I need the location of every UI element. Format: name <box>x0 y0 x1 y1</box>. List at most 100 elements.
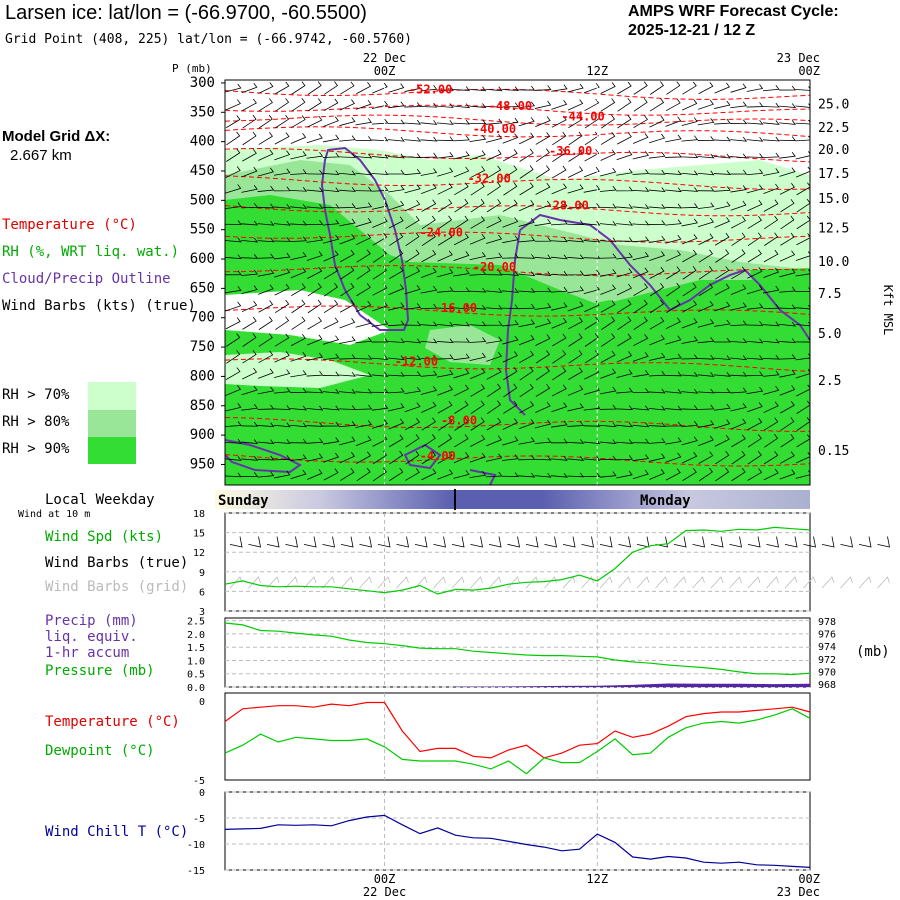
wind-barb <box>454 400 469 414</box>
grid-wind-barb <box>673 576 687 589</box>
wind-barb <box>339 388 356 394</box>
grid-wind-barb <box>840 576 853 589</box>
wind-barb <box>599 404 617 410</box>
wind-barb <box>485 471 503 478</box>
wind-barb <box>453 337 471 343</box>
surface-wind-barb <box>729 536 743 548</box>
wind-barb <box>420 285 438 294</box>
grid-wind-barb <box>618 576 631 589</box>
wind-barb <box>371 301 388 312</box>
wind-barb <box>648 388 666 394</box>
height-tick-label: 17.5 <box>818 167 849 182</box>
wind-barb <box>307 266 323 279</box>
wind-barb <box>421 434 436 448</box>
wind-barb <box>665 317 681 330</box>
cross-section-fields <box>225 81 810 485</box>
wind-barb <box>453 321 471 327</box>
wind-barb <box>322 187 340 193</box>
wind-barb <box>534 271 552 277</box>
surface-wind-barb <box>266 536 280 548</box>
wind-barb <box>519 383 534 398</box>
wind-barb <box>534 318 552 328</box>
precip-tick-label: 2.0 <box>187 630 205 641</box>
wind-barb <box>387 136 405 142</box>
wind-barb <box>339 405 356 410</box>
wind-barb <box>242 350 257 364</box>
wind-barb <box>323 266 339 280</box>
wind-barb <box>258 114 273 129</box>
surface-wind-barb <box>581 536 595 548</box>
wind-barb <box>453 287 470 293</box>
wind-barb <box>257 386 275 395</box>
isotherm-line <box>225 205 810 217</box>
pressure-axis-label: P (mb) <box>172 62 212 75</box>
wind-panel <box>224 512 811 612</box>
isotherm-line <box>225 305 810 317</box>
wind-barb <box>796 452 810 464</box>
wind-barb <box>746 303 764 310</box>
wind-barb <box>306 169 324 175</box>
surface-wind-barb <box>840 536 854 548</box>
wind-barb <box>713 170 731 175</box>
wind-barb <box>405 468 420 481</box>
precip-pressure-panel <box>224 617 811 688</box>
wind-barb <box>306 388 324 394</box>
wind-barb <box>730 302 747 311</box>
wind-barb <box>404 119 422 125</box>
wind-barb <box>731 434 746 448</box>
wind-barb <box>437 167 454 177</box>
surface-wind-barb <box>285 536 299 548</box>
wind-barb <box>355 170 373 176</box>
wind-barb <box>306 453 323 462</box>
wind-barb <box>257 237 275 243</box>
grid-wind-barb <box>340 576 354 589</box>
wind-barb <box>730 101 747 109</box>
wind-barb <box>322 203 340 209</box>
grid-wind-barb <box>747 576 761 589</box>
wind-barb <box>698 451 714 464</box>
wind-barb <box>437 268 454 278</box>
wind-barb <box>747 267 763 279</box>
wind-barb <box>795 353 810 361</box>
surface-wind-barb <box>470 536 484 548</box>
wind-barb <box>779 167 796 177</box>
isotherm-line <box>225 358 810 372</box>
pressure-right-tick-label: 968 <box>818 680 836 691</box>
height-tick-label: 12.5 <box>818 222 849 237</box>
wind-barb <box>551 165 567 179</box>
wind-barb <box>600 167 617 177</box>
wind-barb <box>616 220 634 226</box>
wind-barb <box>762 168 780 176</box>
wind-barb <box>568 367 583 380</box>
bottom-time-label: 00Z <box>798 872 820 886</box>
grid-point-subtitle: Grid Point (408, 225) lat/lon = (-66.974… <box>5 32 412 47</box>
wind-barb <box>584 316 600 330</box>
wind-barb <box>552 148 567 163</box>
wind-barb <box>648 438 666 444</box>
surface-wind-barb <box>747 536 761 548</box>
wind-barb <box>485 252 503 260</box>
wind-barb <box>469 337 487 343</box>
isotherm-label: -40.00 <box>473 122 516 136</box>
wind-barb <box>617 81 632 95</box>
surface-wind-barb <box>544 536 558 548</box>
wind-barb <box>339 300 355 313</box>
precip-area <box>455 683 810 687</box>
wind-barb <box>551 100 568 110</box>
pressure-tick-label: 700 <box>190 310 215 326</box>
surface-wind-barb <box>784 536 798 548</box>
wind-barb <box>420 183 437 194</box>
wind-barb <box>436 103 454 108</box>
wind-barb <box>649 251 666 261</box>
wind-barb <box>454 434 469 448</box>
model-grid-value: 2.667 km <box>10 147 72 164</box>
wind-barb <box>731 467 746 482</box>
wind-barb <box>535 116 551 128</box>
wind-barb <box>453 470 470 479</box>
wind-barb <box>470 182 485 196</box>
wind-barb <box>372 82 388 94</box>
wind-barb <box>258 82 274 94</box>
wind-barb <box>225 439 242 444</box>
wind-barb <box>323 282 338 297</box>
wind-barb <box>599 439 617 445</box>
